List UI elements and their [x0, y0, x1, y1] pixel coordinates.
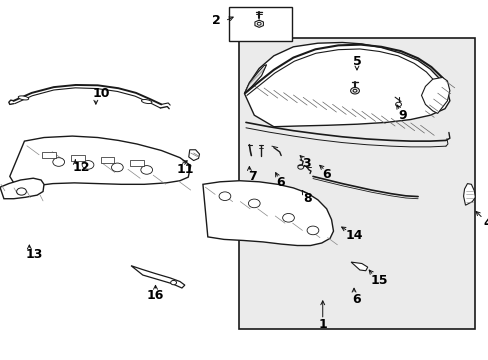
Bar [42, 152, 56, 158]
Polygon shape [188, 150, 199, 161]
FancyBboxPatch shape [238, 38, 474, 329]
Text: 14: 14 [345, 229, 362, 242]
Text: 3: 3 [302, 157, 310, 170]
Text: 6: 6 [276, 176, 285, 189]
Text: 10: 10 [93, 87, 110, 100]
Bar [71, 155, 85, 161]
Circle shape [219, 192, 230, 201]
Ellipse shape [18, 96, 29, 100]
Circle shape [395, 102, 401, 107]
Text: 12: 12 [72, 161, 90, 174]
Polygon shape [463, 184, 474, 205]
Text: 6: 6 [351, 293, 360, 306]
Text: 16: 16 [146, 289, 164, 302]
Text: 4: 4 [482, 217, 488, 230]
Circle shape [282, 213, 294, 222]
Text: 1: 1 [318, 318, 326, 331]
Polygon shape [421, 77, 449, 113]
Polygon shape [0, 178, 44, 199]
Text: 15: 15 [370, 274, 387, 287]
Circle shape [111, 163, 123, 172]
Bar [130, 160, 143, 166]
Text: 9: 9 [398, 109, 407, 122]
Text: 6: 6 [322, 168, 331, 181]
Polygon shape [350, 262, 367, 271]
Circle shape [352, 89, 356, 92]
Circle shape [141, 166, 152, 174]
Circle shape [82, 161, 94, 169]
Text: 7: 7 [248, 170, 257, 183]
Polygon shape [244, 42, 449, 127]
Circle shape [53, 158, 64, 166]
Circle shape [17, 188, 26, 195]
Polygon shape [10, 136, 190, 186]
Bar [101, 157, 114, 163]
Text: 8: 8 [303, 192, 311, 204]
Circle shape [170, 280, 176, 285]
Circle shape [248, 199, 260, 208]
Text: 2: 2 [212, 14, 221, 27]
Polygon shape [203, 181, 333, 246]
Text: 13: 13 [25, 248, 43, 261]
FancyBboxPatch shape [228, 7, 292, 41]
Polygon shape [131, 266, 184, 288]
Ellipse shape [141, 99, 152, 104]
Text: 5: 5 [352, 55, 361, 68]
Polygon shape [244, 65, 266, 94]
Text: 11: 11 [177, 163, 194, 176]
Circle shape [306, 226, 318, 235]
Circle shape [350, 87, 359, 94]
